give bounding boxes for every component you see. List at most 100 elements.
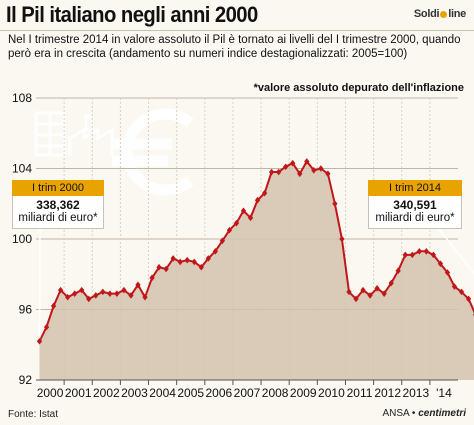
credit-label: ANSA • centimetri bbox=[382, 408, 466, 419]
x-tick-label: 2010 bbox=[318, 386, 345, 400]
gdp-points bbox=[36, 158, 474, 345]
callout-start-unit: miliardi di euro* bbox=[18, 212, 98, 224]
brand-logo: Soldi line bbox=[414, 8, 466, 20]
callout-start: I trim 2000 338,362 miliardi di euro* bbox=[12, 180, 104, 229]
callout-end-unit: miliardi di euro* bbox=[375, 212, 455, 224]
data-point bbox=[107, 290, 113, 297]
data-point bbox=[93, 292, 99, 299]
y-tick-label: 104 bbox=[12, 162, 32, 176]
callout-end-body: 340,591 miliardi di euro* bbox=[368, 196, 462, 229]
x-tick-label: 2002 bbox=[93, 386, 120, 400]
x-tick-label: 2012 bbox=[374, 386, 401, 400]
callout-end-period: I trim 2014 bbox=[368, 180, 462, 196]
data-point bbox=[395, 267, 401, 275]
callout-start-period: I trim 2000 bbox=[12, 180, 104, 196]
data-point bbox=[261, 189, 268, 197]
data-point bbox=[402, 251, 408, 259]
brand-logo-right: line bbox=[448, 8, 466, 20]
y-tick-label: 96 bbox=[19, 303, 33, 317]
data-point bbox=[57, 286, 64, 294]
data-point bbox=[423, 248, 429, 255]
data-point bbox=[65, 293, 71, 301]
data-point bbox=[283, 163, 289, 171]
data-point bbox=[177, 258, 183, 266]
x-tick-label: 2006 bbox=[206, 386, 233, 400]
y-tick-label: 100 bbox=[12, 232, 32, 246]
title-divider bbox=[0, 30, 474, 31]
y-tick-label: 108 bbox=[12, 91, 32, 105]
data-point bbox=[360, 286, 366, 294]
data-point bbox=[304, 158, 310, 165]
data-point bbox=[388, 279, 394, 287]
x-tick-label: 2013 bbox=[402, 386, 429, 400]
data-point bbox=[184, 256, 190, 264]
x-tick-label: 2005 bbox=[177, 386, 204, 400]
data-point bbox=[121, 286, 127, 294]
data-point bbox=[416, 248, 422, 255]
data-point bbox=[437, 260, 444, 267]
data-point bbox=[79, 286, 85, 294]
data-point bbox=[114, 290, 120, 297]
data-point bbox=[240, 207, 247, 215]
data-point bbox=[72, 290, 78, 297]
data-point bbox=[219, 237, 226, 245]
data-point bbox=[254, 196, 261, 204]
gdp-area bbox=[39, 161, 474, 380]
callout-end: I trim 2014 340,591 miliardi di euro* bbox=[368, 180, 462, 229]
decorative-watermark bbox=[34, 108, 194, 196]
callout-end-value: 340,591 bbox=[393, 198, 437, 212]
data-point bbox=[198, 263, 204, 271]
data-point bbox=[163, 265, 169, 273]
brand-logo-left: Soldi bbox=[413, 8, 440, 20]
data-point bbox=[381, 290, 387, 297]
data-point bbox=[444, 269, 451, 276]
page-title: Il Pil italiano negli anni 2000 bbox=[6, 2, 258, 27]
data-point bbox=[128, 292, 134, 299]
callout-end-leader bbox=[437, 227, 474, 275]
x-tick-label: 2003 bbox=[121, 386, 148, 400]
data-point bbox=[374, 285, 380, 292]
data-point bbox=[226, 226, 233, 234]
data-point bbox=[212, 248, 218, 255]
data-point bbox=[268, 168, 275, 176]
footnote-note: *valore assoluto depurato dell'inflazion… bbox=[253, 82, 464, 94]
data-point bbox=[43, 323, 50, 331]
data-point bbox=[332, 200, 338, 208]
data-point bbox=[297, 170, 303, 178]
data-point bbox=[233, 219, 240, 227]
data-point bbox=[156, 263, 162, 271]
y-axis: 92 96 100 104 108 bbox=[12, 91, 32, 387]
x-axis: 2000 2001 2002 2003 2004 2005 2006 2007 2008 2009… bbox=[36, 379, 458, 400]
callout-start-body: 338,362 miliardi di euro* bbox=[12, 196, 104, 229]
data-point bbox=[451, 283, 458, 290]
data-point bbox=[290, 159, 296, 167]
data-point bbox=[191, 258, 197, 266]
data-point bbox=[458, 288, 465, 296]
source-label: Fonte: Istat bbox=[8, 409, 59, 420]
data-point bbox=[100, 288, 106, 296]
data-point bbox=[247, 214, 254, 222]
data-point bbox=[367, 292, 373, 299]
data-point bbox=[170, 255, 176, 262]
data-point bbox=[135, 281, 141, 289]
data-point bbox=[86, 295, 92, 303]
data-point bbox=[149, 274, 155, 282]
data-point bbox=[430, 251, 437, 259]
building-icon bbox=[34, 111, 114, 157]
x-tick-label: 2008 bbox=[262, 386, 289, 400]
data-point bbox=[50, 302, 57, 310]
data-point bbox=[346, 288, 352, 296]
data-point bbox=[318, 165, 324, 172]
data-point bbox=[276, 168, 282, 176]
credit-agency: ANSA bbox=[382, 408, 410, 419]
x-tick-label: 2011 bbox=[347, 386, 373, 400]
x-tick-label: 2001 bbox=[65, 386, 92, 400]
data-point bbox=[311, 166, 317, 174]
x-tick-label: 2000 bbox=[37, 386, 64, 400]
x-tick-label: 2004 bbox=[149, 386, 176, 400]
data-point bbox=[36, 337, 43, 345]
data-point bbox=[325, 170, 331, 178]
subtitle: Nel I trimestre 2014 in valore assoluto … bbox=[8, 34, 461, 60]
data-point bbox=[353, 295, 359, 303]
